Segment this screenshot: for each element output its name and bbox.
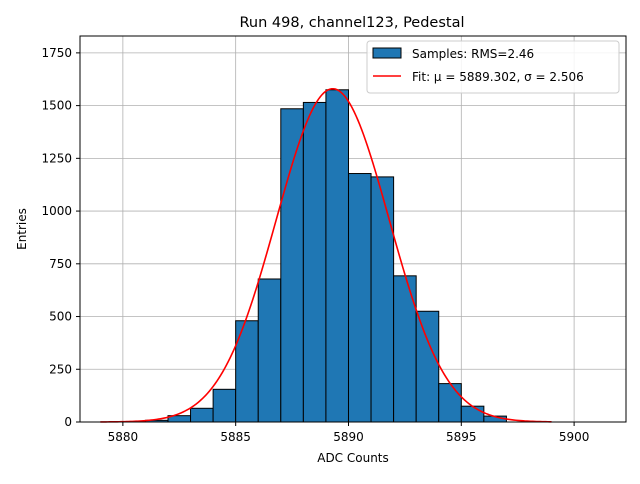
y-tick-label: 1500 (41, 99, 72, 113)
legend-histogram-swatch (373, 48, 401, 58)
x-tick-label: 5880 (108, 430, 139, 444)
histogram-bar (303, 102, 326, 422)
x-tick-label: 5885 (220, 430, 251, 444)
histogram-bar (326, 90, 349, 422)
y-ticks: 0 250 500 750 1000 1250 1500 1750 (41, 46, 80, 429)
y-tick-label: 0 (64, 415, 72, 429)
histogram-bar (348, 174, 371, 422)
histogram-bar (213, 389, 236, 422)
legend-histogram-label: Samples: RMS=2.46 (412, 47, 534, 61)
x-ticks: 5880 5885 5890 5895 5900 (108, 422, 590, 444)
y-tick-label: 250 (49, 362, 72, 376)
histogram-bar (281, 109, 304, 422)
y-tick-label: 750 (49, 257, 72, 271)
histogram-bars (123, 90, 507, 422)
y-tick-label: 500 (49, 310, 72, 324)
y-tick-label: 1000 (41, 204, 72, 218)
histogram-bar (416, 311, 439, 422)
x-axis-label: ADC Counts (317, 451, 389, 465)
histogram-bar (461, 406, 484, 422)
histogram-bar (371, 177, 394, 422)
y-axis-label: Entries (15, 208, 29, 250)
legend: Samples: RMS=2.46 Fit: μ = 5889.302, σ =… (367, 41, 619, 93)
x-tick-label: 5900 (559, 430, 590, 444)
histogram-bar (191, 408, 214, 422)
y-tick-label: 1750 (41, 46, 72, 60)
y-tick-label: 1250 (41, 151, 72, 165)
chart-title: Run 498, channel123, Pedestal (239, 15, 464, 31)
legend-fit-label: Fit: μ = 5889.302, σ = 2.506 (412, 70, 584, 84)
x-tick-label: 5890 (333, 430, 364, 444)
histogram-bar (258, 279, 281, 422)
histogram-bar (439, 384, 462, 422)
x-tick-label: 5895 (446, 430, 477, 444)
